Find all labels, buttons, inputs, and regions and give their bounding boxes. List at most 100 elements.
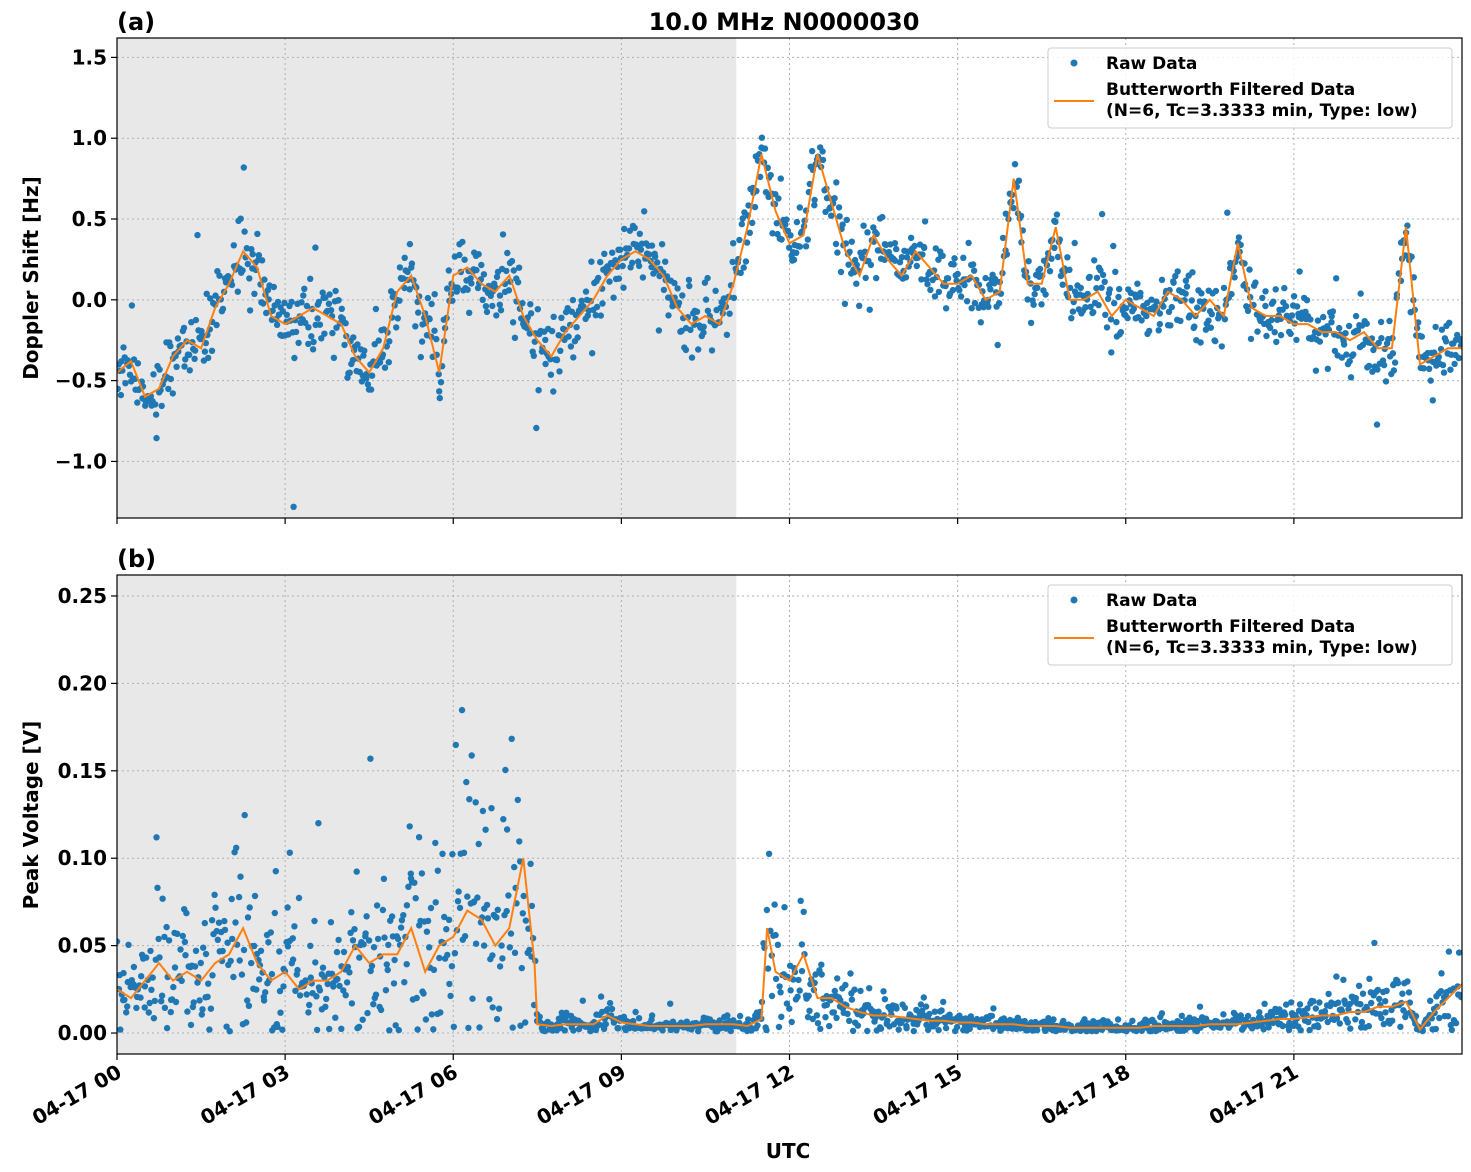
- raw-data-point: [561, 1027, 568, 1034]
- raw-data-point: [406, 240, 414, 248]
- raw-data-point: [155, 935, 162, 943]
- raw-data-point: [310, 338, 317, 346]
- raw-data-point: [385, 359, 392, 366]
- raw-data-point: [999, 234, 1007, 242]
- raw-data-point: [376, 359, 384, 366]
- raw-data-point: [335, 297, 342, 304]
- raw-data-point: [235, 893, 243, 901]
- raw-data-point: [312, 959, 319, 966]
- y-tick-label: 0.25: [58, 584, 107, 608]
- raw-data-point: [849, 1027, 857, 1035]
- raw-data-point: [726, 310, 733, 317]
- raw-data-point: [597, 312, 604, 319]
- raw-data-point: [556, 368, 563, 375]
- raw-data-point: [1106, 286, 1114, 293]
- raw-data-point: [857, 987, 864, 995]
- raw-data-point: [424, 294, 432, 302]
- raw-data-point: [244, 260, 251, 268]
- raw-data-point: [1010, 204, 1017, 212]
- raw-data-point: [1182, 277, 1190, 284]
- raw-data-point: [505, 287, 513, 294]
- raw-data-point: [120, 344, 127, 351]
- raw-data-point: [1352, 994, 1360, 1002]
- raw-data-point: [499, 231, 507, 238]
- raw-data-point: [783, 216, 790, 223]
- raw-data-point: [1442, 338, 1450, 345]
- raw-data-point: [313, 1026, 321, 1034]
- raw-data-point: [1438, 326, 1446, 333]
- raw-data-point: [593, 303, 601, 311]
- raw-data-point: [629, 259, 636, 266]
- raw-data-point: [511, 949, 519, 956]
- raw-data-point: [478, 261, 485, 269]
- raw-data-point: [431, 291, 438, 298]
- raw-data-point: [398, 917, 406, 924]
- raw-data-point: [468, 280, 475, 287]
- raw-data-point: [704, 274, 711, 282]
- raw-data-point: [464, 286, 471, 293]
- raw-data-point: [401, 979, 408, 986]
- raw-data-point: [489, 302, 496, 310]
- raw-data-point: [435, 371, 442, 378]
- raw-data-point: [1168, 303, 1176, 311]
- raw-data-point: [608, 1005, 616, 1013]
- raw-data-point: [957, 293, 965, 300]
- raw-data-point: [1377, 318, 1385, 326]
- raw-data-point: [911, 242, 918, 250]
- raw-data-point: [495, 1005, 503, 1012]
- y-tick-label: 1.5: [72, 45, 107, 69]
- raw-data-point: [198, 1011, 205, 1018]
- raw-data-point: [828, 212, 835, 219]
- raw-data-point: [430, 966, 438, 973]
- raw-data-point: [239, 267, 246, 274]
- raw-data-point: [211, 891, 218, 898]
- raw-data-point: [117, 938, 121, 945]
- raw-data-point: [1182, 290, 1189, 297]
- raw-data-point: [184, 1008, 191, 1015]
- raw-data-point: [1271, 329, 1278, 336]
- raw-data-point: [635, 262, 643, 270]
- raw-data-point: [1210, 1024, 1217, 1031]
- raw-data-point: [363, 913, 370, 920]
- raw-data-point: [1137, 289, 1144, 297]
- raw-data-point: [167, 1008, 174, 1016]
- raw-data-point: [969, 261, 977, 268]
- raw-data-point: [390, 980, 398, 987]
- raw-data-point: [533, 424, 540, 432]
- raw-data-point: [1288, 999, 1295, 1006]
- raw-data-point: [1252, 279, 1259, 286]
- raw-data-point: [1081, 1016, 1088, 1023]
- x-tick-label: 04-17 09: [532, 1060, 630, 1130]
- raw-data-point: [342, 320, 349, 327]
- raw-data-point: [898, 254, 906, 261]
- raw-data-point: [1098, 284, 1105, 291]
- raw-data-point: [423, 928, 431, 935]
- legend-label-filtered: Butterworth Filtered Data: [1106, 617, 1355, 637]
- raw-data-point: [300, 292, 307, 299]
- raw-data-point: [848, 996, 856, 1003]
- raw-data-point: [1130, 305, 1138, 312]
- raw-data-point: [1448, 1026, 1456, 1034]
- raw-data-point: [1050, 1016, 1057, 1023]
- raw-data-point: [381, 364, 389, 371]
- raw-data-point: [1335, 999, 1342, 1006]
- raw-data-point: [913, 262, 920, 270]
- raw-data-point: [851, 256, 859, 264]
- raw-data-point: [219, 305, 227, 313]
- raw-data-point: [472, 799, 479, 806]
- raw-data-point: [181, 363, 188, 370]
- raw-data-point: [167, 375, 174, 383]
- raw-data-point: [459, 238, 466, 246]
- raw-data-point: [230, 242, 237, 249]
- raw-data-point: [240, 946, 248, 954]
- raw-data-point: [460, 849, 468, 856]
- raw-data-point: [743, 239, 751, 246]
- raw-data-point: [1321, 1008, 1329, 1015]
- raw-data-point: [1025, 258, 1032, 265]
- raw-data-point: [187, 1021, 195, 1029]
- raw-data-point: [134, 360, 142, 367]
- raw-data-point: [401, 254, 408, 261]
- raw-data-point: [1324, 365, 1332, 372]
- raw-data-point: [842, 981, 849, 989]
